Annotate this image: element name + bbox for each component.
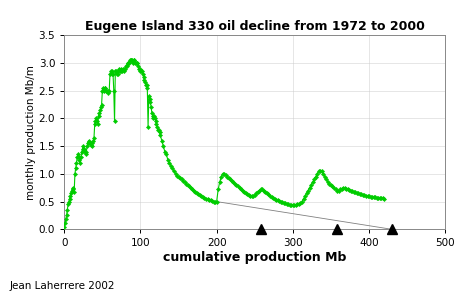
Y-axis label: monthly production Mb/m: monthly production Mb/m <box>26 65 36 200</box>
Title: Eugene Island 330 oil decline from 1972 to 2000: Eugene Island 330 oil decline from 1972 … <box>85 20 425 33</box>
X-axis label: cumulative production Mb: cumulative production Mb <box>163 251 347 264</box>
Text: Jean Laherrere 2002: Jean Laherrere 2002 <box>9 281 115 291</box>
